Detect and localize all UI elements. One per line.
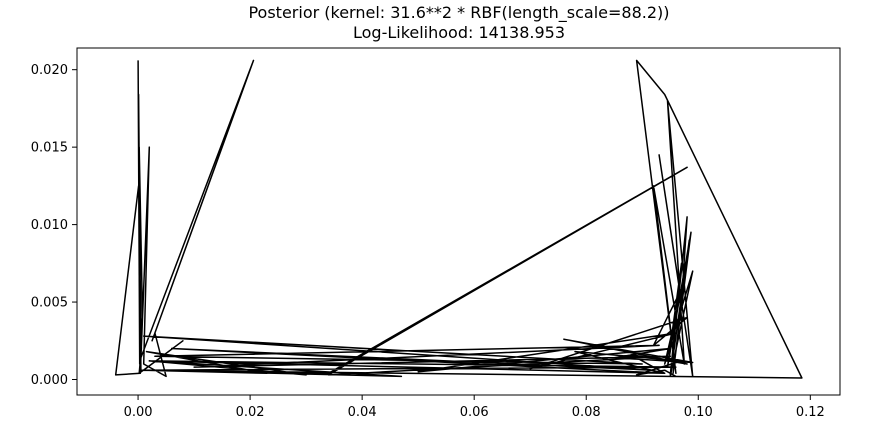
x-tick-label: 0.06 [460, 405, 489, 420]
y-tick-label: 0.020 [31, 63, 68, 78]
x-tick-label: 0.04 [348, 405, 377, 420]
x-axis: 0.00 0.02 0.04 0.06 0.08 0.10 0.12 [124, 395, 825, 420]
y-tick-label: 0.015 [31, 141, 68, 156]
y-tick-label: 0.005 [31, 296, 68, 311]
series-line-0 [114, 59, 803, 379]
chart-title: Posterior (kernel: 31.6**2 * RBF(length_… [248, 3, 669, 23]
y-tick-label: 0.010 [31, 218, 68, 233]
x-tick-label: 0.02 [236, 405, 265, 420]
chart-subtitle: Log-Likelihood: 14138.953 [353, 23, 565, 42]
plot-frame [76, 47, 841, 396]
x-tick-label: 0.08 [572, 405, 601, 420]
y-axis: 0.000 0.005 0.010 0.015 0.020 [31, 63, 77, 388]
x-tick-label: 0.12 [796, 405, 825, 420]
x-tick-label: 0.10 [684, 405, 713, 420]
x-tick-label: 0.00 [124, 405, 153, 420]
series-layer [114, 59, 803, 379]
y-tick-label: 0.000 [31, 373, 68, 388]
